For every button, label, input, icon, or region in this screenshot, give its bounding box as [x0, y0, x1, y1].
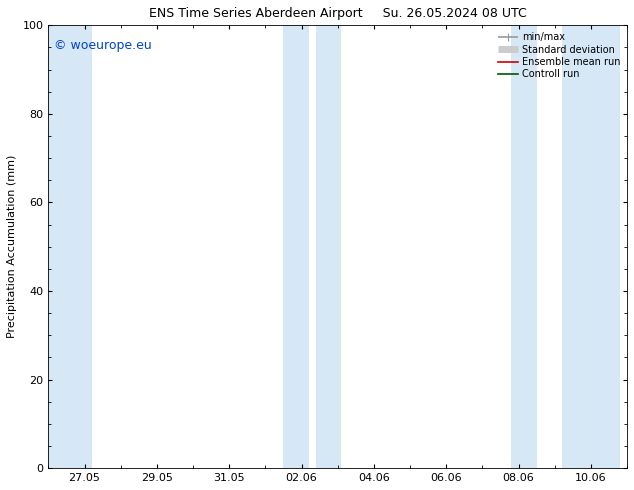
Title: ENS Time Series Aberdeen Airport     Su. 26.05.2024 08 UTC: ENS Time Series Aberdeen Airport Su. 26.…	[149, 7, 527, 20]
Bar	[511, 25, 536, 468]
Bar	[562, 25, 620, 468]
Legend: min/max, Standard deviation, Ensemble mean run, Controll run: min/max, Standard deviation, Ensemble me…	[496, 30, 622, 81]
Bar	[316, 25, 341, 468]
Bar	[283, 25, 309, 468]
Y-axis label: Precipitation Accumulation (mm): Precipitation Accumulation (mm)	[7, 155, 17, 339]
Bar	[48, 25, 92, 468]
Text: © woeurope.eu: © woeurope.eu	[54, 39, 152, 51]
